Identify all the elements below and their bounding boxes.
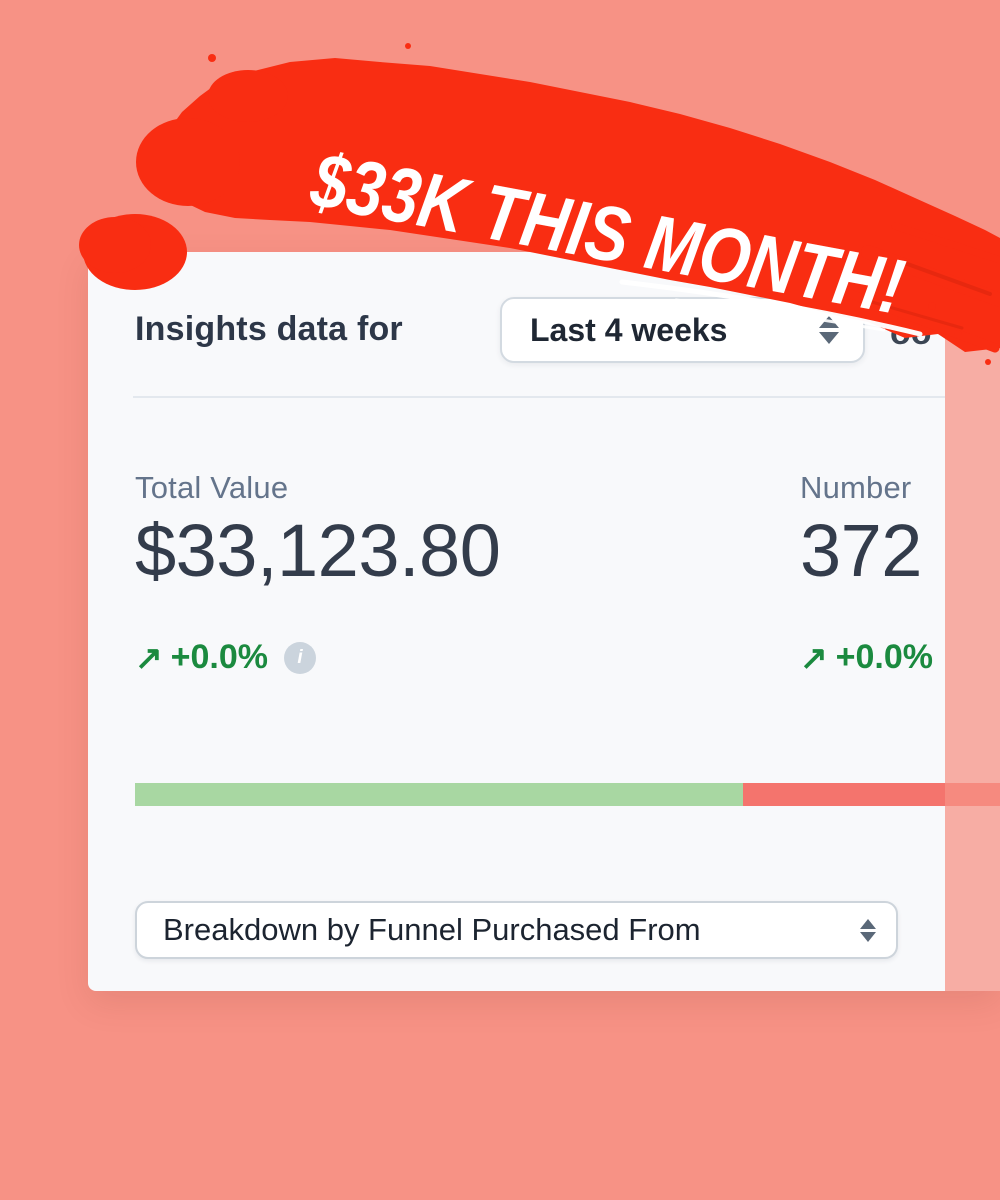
change-percent: +0.0% — [835, 638, 934, 676]
breakdown-value: Breakdown by Funnel Purchased From — [163, 912, 701, 947]
obscured-text-fragment: oo — [890, 314, 932, 352]
change-percent: +0.0% — [170, 638, 269, 676]
total-value-label: Total Value — [135, 470, 289, 505]
number-amount: 372 — [800, 509, 922, 592]
triangle-down-icon — [819, 332, 839, 344]
triangle-up-icon — [860, 918, 876, 929]
chevron-updown-icon — [819, 316, 839, 344]
date-range-select[interactable]: Last 4 weeks — [500, 297, 865, 363]
progress-segment-green — [135, 783, 743, 806]
header-divider — [133, 396, 945, 398]
date-range-value: Last 4 weeks — [530, 311, 728, 348]
card-title: Insights data for — [135, 310, 403, 348]
trend-up-icon: ↗ — [800, 639, 828, 676]
breakdown-select[interactable]: Breakdown by Funnel Purchased From — [135, 901, 898, 959]
progress-bar — [135, 783, 1000, 806]
triangle-up-icon — [819, 316, 839, 328]
number-change: ↗ +0.0% — [800, 638, 933, 677]
insights-card: Insights data for Last 4 weeks oo Total … — [88, 252, 1000, 991]
number-label: Number — [800, 470, 912, 505]
total-value-change: ↗ +0.0% i — [135, 638, 317, 677]
chevron-updown-icon — [860, 918, 876, 942]
info-icon[interactable]: i — [284, 641, 317, 674]
triangle-down-icon — [860, 931, 876, 942]
trend-up-icon: ↗ — [135, 639, 163, 676]
total-value-amount: $33,123.80 — [135, 509, 501, 592]
right-fade-overlay — [945, 252, 1000, 991]
progress-segment-red — [743, 783, 1000, 806]
